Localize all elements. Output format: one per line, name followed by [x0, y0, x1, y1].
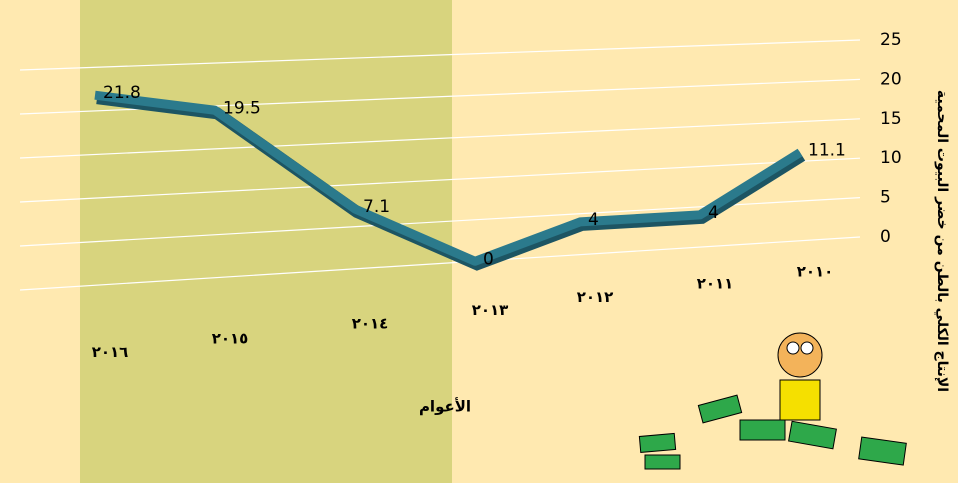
- y-axis-title: الإنتاج الكلي بالطن من خضر البيوت المحمي…: [934, 90, 950, 392]
- data-label: 0: [483, 249, 494, 269]
- data-label: 19.5: [223, 98, 261, 118]
- y-tick-label: 0: [880, 227, 891, 247]
- data-label: 4: [588, 210, 599, 230]
- y-tick-label: 10: [880, 148, 902, 168]
- data-label: 4: [708, 203, 719, 223]
- x-tick-label: ٢٠١٠: [797, 262, 834, 280]
- x-axis-title: الأعوام: [419, 398, 471, 416]
- highlight-band: [80, 0, 452, 483]
- line: [94, 90, 803, 266]
- y-tick-label: 5: [880, 188, 891, 208]
- y-tick-label: 20: [880, 69, 902, 89]
- y-tick-label: 15: [880, 109, 902, 129]
- data-label: 7.1: [363, 197, 390, 217]
- decoration: [638, 332, 907, 470]
- grid-line: [19, 157, 861, 203]
- x-tick-label: ٢٠١١: [697, 275, 734, 293]
- x-tick-label: ٢٠١٣: [472, 301, 509, 319]
- data-label: 21.8: [103, 83, 141, 103]
- grid-line: [19, 118, 861, 159]
- x-tick-label: ٢٠١٦: [92, 343, 129, 361]
- grid-line: [19, 236, 861, 291]
- x-tick-label: ٢٠١٥: [212, 329, 249, 347]
- x-tick-label: ٢٠١٢: [577, 288, 614, 306]
- x-tick-label: ٢٠١٤: [352, 314, 389, 332]
- data-label: 11.1: [808, 141, 846, 161]
- grid-line: [19, 39, 861, 71]
- y-tick-label: 25: [880, 30, 902, 50]
